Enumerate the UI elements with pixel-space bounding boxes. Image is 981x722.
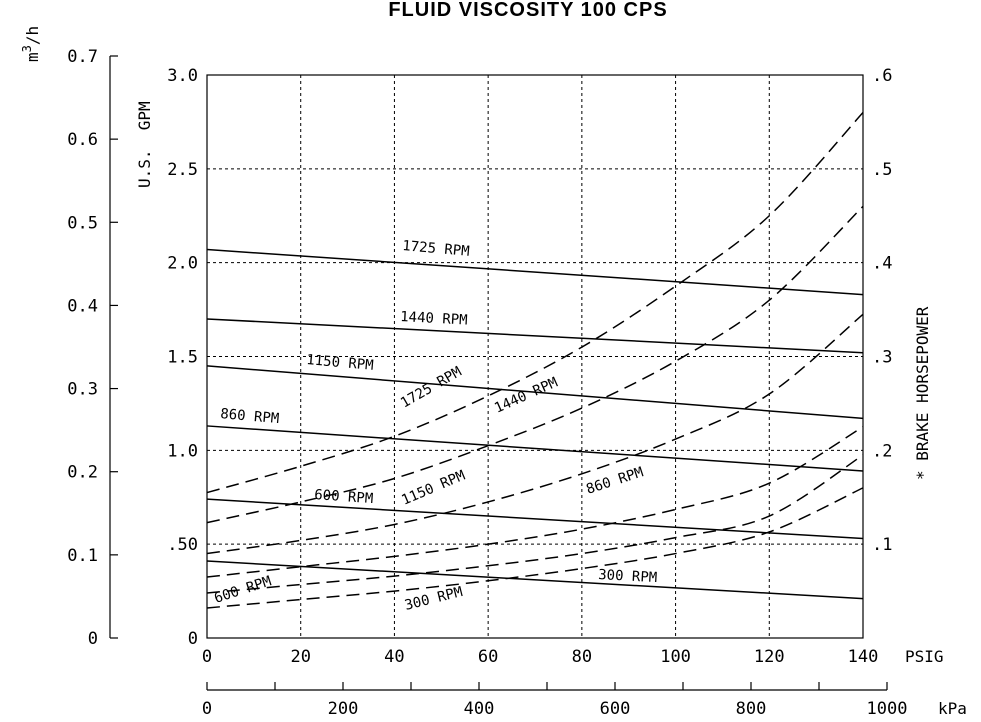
kpa-tick-600: 600 (600, 699, 631, 719)
flow-curve-860-rpm (206, 425, 864, 472)
power-curve-860-rpm (206, 426, 864, 578)
metric-tick-0.1: 0.1 (67, 546, 98, 566)
flow-label-860-rpm: 860 RPM (220, 406, 280, 427)
x-tick-20: 20 (290, 647, 310, 667)
flow-label-1440-rpm: 1440 RPM (400, 309, 468, 329)
y2-tick-.3: .3 (872, 348, 892, 368)
y-tick-1.5: 1.5 (167, 348, 198, 368)
metric-flow-axis (109, 55, 118, 639)
y-tick-3.0: 3.0 (167, 66, 198, 86)
flow-label-1725-rpm: 1725 RPM (402, 238, 471, 260)
brake-horsepower-curves (206, 112, 864, 609)
tick-labels: 0 20 40 60 80 100 120 1400.501.01.52.02.53.0.1.… (67, 47, 907, 719)
gridlines (207, 75, 863, 638)
flow-curve-600-rpm (206, 498, 864, 540)
power-label-600-rpm: 600 RPM (212, 573, 273, 606)
chart-title: FLUID VISCOSITY 100 CPS (388, 0, 667, 21)
power-curve-1725-rpm (206, 112, 864, 494)
power-label-1725-rpm: 1725 RPM (398, 364, 464, 412)
power-curve-1440-rpm (206, 205, 864, 524)
y-tick-0: 0 (188, 629, 198, 649)
horsepower-axis-label: * BRAKE HORSEPOWER (913, 306, 932, 480)
y-tick-.50: .50 (167, 535, 198, 555)
metric-tick-0: 0 (88, 629, 98, 649)
flow-curve-1725-rpm (206, 248, 864, 296)
y-tick-1.0: 1.0 (167, 441, 198, 461)
power-curve-1150-rpm (206, 313, 864, 555)
metric-tick-0.6: 0.6 (67, 130, 98, 150)
flow-label-1150-rpm: 1150 RPM (306, 352, 375, 374)
power-curve-600-rpm (206, 454, 864, 594)
metric-tick-0.3: 0.3 (67, 380, 98, 400)
kpa-tick-200: 200 (328, 699, 359, 719)
flow-curve-300-rpm (206, 560, 864, 600)
metric-tick-0.2: 0.2 (67, 463, 98, 483)
kpa-tick-0: 0 (202, 699, 212, 719)
x-tick-0: 0 (202, 647, 212, 667)
flow-label-600-rpm: 600 RPM (314, 487, 374, 507)
y2-tick-.4: .4 (872, 254, 892, 274)
metric-tick-0.7: 0.7 (67, 47, 98, 67)
power-label-860-rpm: 860 RPM (584, 464, 645, 497)
metric-tick-0.4: 0.4 (67, 296, 98, 316)
gpm-axis-label: U.S. GPM (135, 101, 154, 188)
y2-tick-.1: .1 (872, 535, 892, 555)
y-tick-2.5: 2.5 (167, 160, 198, 180)
x-tick-80: 80 (572, 647, 592, 667)
y2-tick-.6: .6 (872, 66, 892, 86)
metric-tick-0.5: 0.5 (67, 213, 98, 233)
flow-curve-1150-rpm (206, 365, 864, 420)
power-label-1440-rpm: 1440 RPM (492, 375, 560, 417)
y-tick-2.0: 2.0 (167, 254, 198, 274)
y2-tick-.2: .2 (872, 441, 892, 461)
kpa-tick-800: 800 (736, 699, 767, 719)
flow-curves (206, 248, 864, 600)
kpa-axis-label: kPa (938, 699, 967, 718)
x-tick-100: 100 (660, 647, 691, 667)
kpa-tick-400: 400 (464, 699, 495, 719)
kpa-tick-1000: 1000 (867, 699, 908, 719)
curve-labels: 1725 RPM 1440 RPM 1150 RPM 860 RPM 600 R… (212, 238, 657, 614)
metric-flow-axis-label: m3/h (20, 26, 42, 62)
power-curve-300-rpm (206, 487, 864, 609)
x-tick-140: 140 (848, 647, 879, 667)
psig-axis-label: PSIG (905, 647, 944, 666)
y2-tick-.5: .5 (872, 160, 892, 180)
flow-curve-1440-rpm (206, 318, 864, 354)
x-tick-120: 120 (754, 647, 785, 667)
x-tick-60: 60 (478, 647, 498, 667)
flow-label-300-rpm: 300 RPM (598, 567, 658, 586)
kpa-axis (206, 682, 888, 691)
plot-frame (206, 74, 864, 639)
x-tick-40: 40 (384, 647, 404, 667)
